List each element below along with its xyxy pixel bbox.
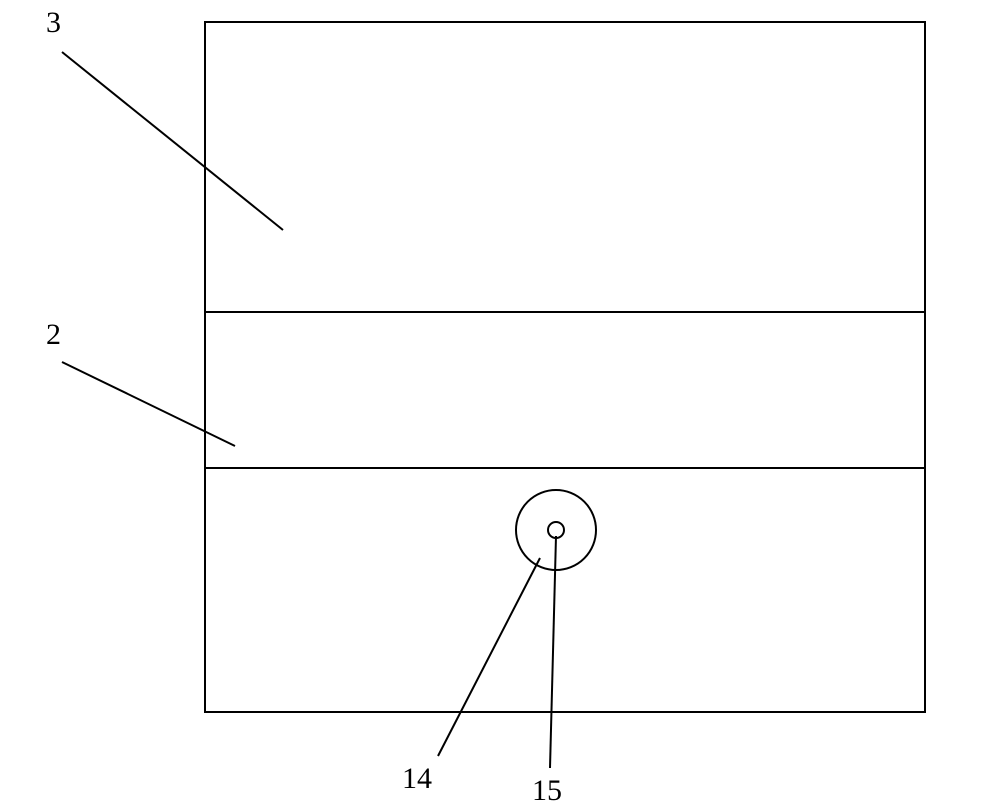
leader-3: [62, 52, 283, 230]
outer-rect: [205, 22, 925, 712]
leader-14: [438, 558, 540, 756]
label-14: 14: [402, 762, 432, 795]
label-3: 3: [46, 6, 61, 39]
technical-diagram: 3 2 14 15: [0, 0, 1000, 812]
label-15: 15: [532, 774, 562, 807]
label-2: 2: [46, 318, 61, 351]
leader-2: [62, 362, 235, 446]
feature-circle-inner: [548, 522, 564, 538]
